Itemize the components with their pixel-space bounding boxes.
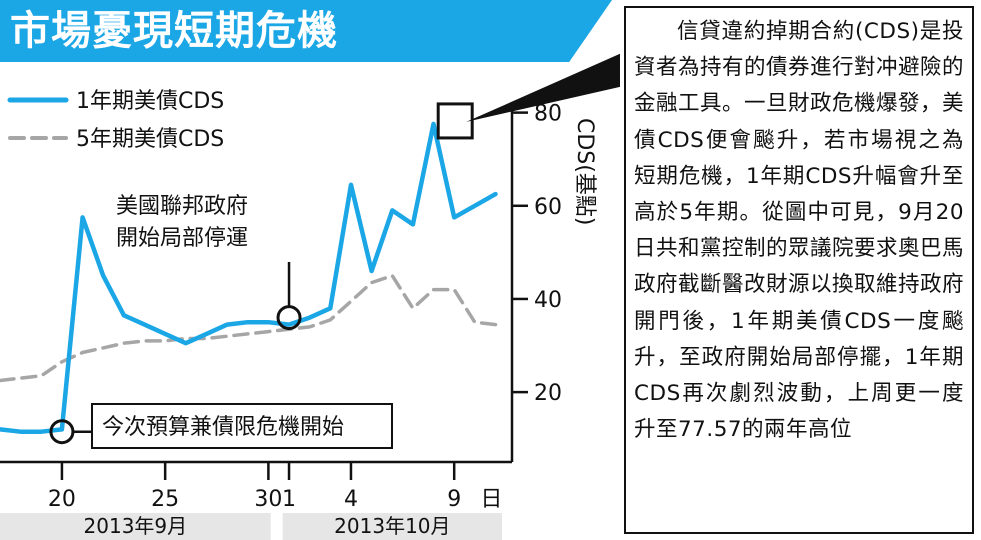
cds-chart: 2013年9月 2013年10月 20 25 30 1 4 9 日 20 40 60 80 CDS(… [0, 53, 620, 540]
chart-title: 市場憂現短期危機 [10, 8, 338, 54]
month-band-1 [0, 513, 271, 540]
legend-label-1y: 1年期美債CDS [76, 89, 224, 114]
x-tick-label-25: 25 [151, 487, 179, 512]
x-tick-label-9: 9 [447, 487, 461, 512]
y-tick-label-60: 60 [534, 195, 562, 220]
series-lines [0, 121, 498, 434]
month-band-2 [282, 513, 502, 540]
legend-label-5y: 5年期美債CDS [76, 127, 224, 152]
x-tick-label-20: 20 [48, 487, 76, 512]
month-label-2: 2013年10月 [334, 514, 450, 538]
series-line-5y [0, 273, 498, 383]
shutdown-label: 美國聯邦政府開始局部停運 [116, 194, 248, 251]
month-label-1: 2013年9月 [84, 514, 188, 538]
crisis-start-label-box [91, 403, 393, 449]
explanation-text: 信貸違約掉期合約(CDS)是投資者為持有的債券進行對冲避險的金融工具。一旦財政危… [634, 19, 965, 443]
y-axis: 20 40 60 80 [510, 102, 562, 462]
series-line-1y [0, 121, 498, 434]
x-tick-label-1: 1 [282, 487, 296, 512]
title-banner [0, 0, 612, 62]
x-unit-label: 日 [480, 487, 502, 512]
month-bands: 2013年9月 2013年10月 [0, 513, 502, 540]
shutdown-label-line-2: 開始局部停運 [116, 226, 248, 251]
shutdown-label-line-1: 美國聯邦政府 [116, 194, 248, 219]
explanation-box: 信貸違約掉期合約(CDS)是投資者為持有的債券進行對冲避險的金融工具。一旦財政危… [624, 6, 974, 534]
x-tick-label-4: 4 [344, 487, 358, 512]
y-tick-label-20: 20 [534, 381, 562, 406]
peak-callout-wedge [466, 53, 620, 122]
legend: 1年期美債CDS 5年期美債CDS [7, 89, 224, 152]
y-tick-label-80: 80 [534, 102, 562, 127]
shutdown-label-bg [104, 184, 278, 262]
peak-marker [436, 102, 474, 140]
x-axis: 20 25 30 1 4 9 日 [0, 460, 512, 512]
crisis-start-label: 今次預算兼債限危機開始 [102, 415, 344, 440]
y-axis-label: CDS(基點) [572, 118, 597, 225]
x-tick-label-30: 30 [254, 487, 282, 512]
y-tick-label-40: 40 [534, 288, 562, 313]
